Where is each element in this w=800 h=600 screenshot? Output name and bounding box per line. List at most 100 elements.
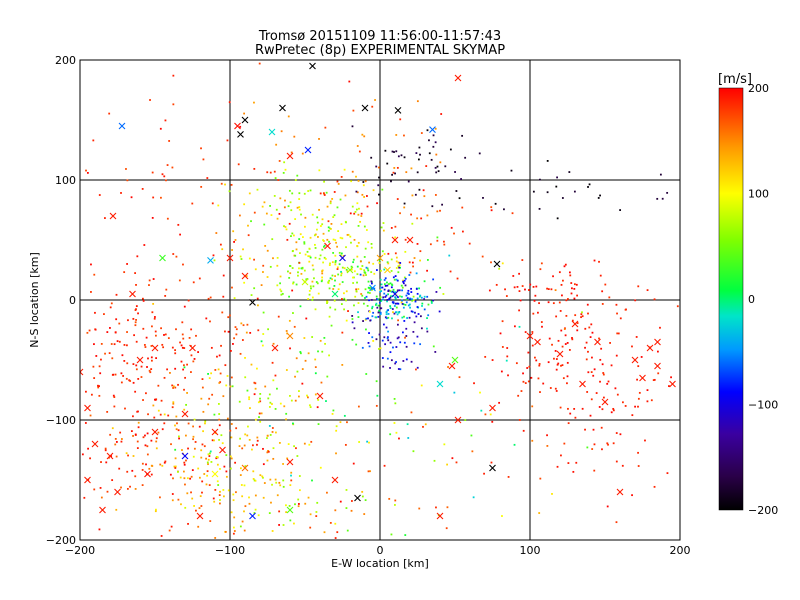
data-point: [542, 382, 545, 385]
data-point: [266, 276, 269, 278]
data-point: [334, 275, 336, 277]
data-point: [181, 449, 183, 451]
data-point: [356, 265, 359, 268]
data-point: [271, 530, 274, 532]
data-point: [316, 406, 319, 409]
data-point: [390, 227, 393, 229]
data-point: [354, 295, 357, 298]
data-point: [115, 293, 118, 296]
data-point: [386, 261, 389, 264]
data-point: [357, 288, 360, 290]
data-point: [254, 508, 257, 511]
data-point: [303, 242, 306, 245]
data-point: [380, 283, 383, 286]
data-point: [297, 505, 300, 508]
data-point: [361, 490, 364, 493]
data-point: [286, 457, 289, 460]
data-point: [553, 357, 555, 360]
data-point: [390, 295, 392, 298]
data-point: [152, 278, 155, 280]
data-point: [219, 502, 221, 505]
data-point: [308, 293, 311, 296]
data-point: [383, 253, 386, 255]
data-point: [298, 390, 300, 392]
data-point: [342, 254, 345, 257]
data-point: [352, 282, 355, 284]
x-tick-label: 100: [520, 544, 541, 557]
data-point: [193, 418, 196, 421]
data-point: [137, 426, 140, 429]
data-point: [398, 311, 400, 314]
data-point: [356, 145, 359, 147]
data-point: [100, 358, 102, 361]
data-point: [206, 177, 209, 179]
data-point: [171, 499, 174, 502]
data-point: [426, 129, 429, 132]
data-point: [330, 223, 333, 225]
data-point: [118, 340, 121, 343]
data-point: [586, 391, 589, 393]
data-point: [378, 309, 381, 312]
data-point: [410, 167, 413, 170]
data-point: [106, 490, 109, 493]
data-point: [345, 299, 347, 302]
data-point: [356, 273, 359, 276]
data-point: [208, 377, 211, 380]
data-point: [358, 150, 361, 153]
data-point: [266, 249, 269, 252]
data-point: [586, 446, 589, 449]
data-point: [401, 286, 404, 289]
data-point: [391, 301, 394, 304]
data-point: [414, 193, 417, 196]
data-point: [269, 171, 272, 174]
data-point: [554, 387, 557, 390]
data-point: [356, 245, 359, 247]
data-point: [108, 352, 111, 355]
data-point: [206, 470, 209, 473]
data-point: [258, 62, 261, 65]
data-point: [563, 265, 566, 268]
data-point: [238, 400, 241, 403]
data-point: [298, 206, 301, 208]
data-point: [408, 316, 411, 319]
data-point: [378, 348, 380, 350]
data-point: [355, 290, 358, 293]
data-point: [100, 461, 102, 463]
data-point: [150, 439, 153, 442]
data-point: [460, 178, 462, 180]
data-point: [540, 321, 543, 323]
data-point: [521, 259, 524, 261]
data-point: [347, 233, 350, 236]
data-point-cross: [493, 260, 501, 268]
data-point: [332, 288, 335, 290]
data-point-cross: [436, 512, 444, 520]
data-point: [584, 346, 586, 349]
data-point: [329, 521, 332, 524]
data-point: [534, 356, 536, 359]
data-point: [244, 433, 247, 436]
data-point: [392, 171, 395, 174]
data-point: [198, 425, 201, 428]
data-point: [268, 406, 271, 408]
data-point: [274, 408, 277, 410]
data-point-cross: [118, 122, 126, 130]
data-point: [379, 313, 382, 316]
data-point-cross: [237, 131, 244, 138]
data-point: [331, 261, 334, 264]
data-point: [409, 271, 412, 274]
data-point: [564, 343, 567, 345]
data-point: [415, 288, 418, 290]
data-point: [403, 134, 405, 137]
data-point: [143, 244, 146, 246]
data-point: [389, 341, 392, 344]
data-point: [388, 298, 391, 301]
data-point: [308, 404, 311, 407]
data-point: [426, 269, 428, 272]
data-point: [259, 474, 262, 477]
data-point: [177, 498, 180, 501]
data-point: [184, 506, 187, 509]
data-point: [597, 197, 600, 199]
data-point: [420, 327, 423, 330]
data-point: [321, 248, 324, 251]
data-point: [371, 307, 373, 310]
